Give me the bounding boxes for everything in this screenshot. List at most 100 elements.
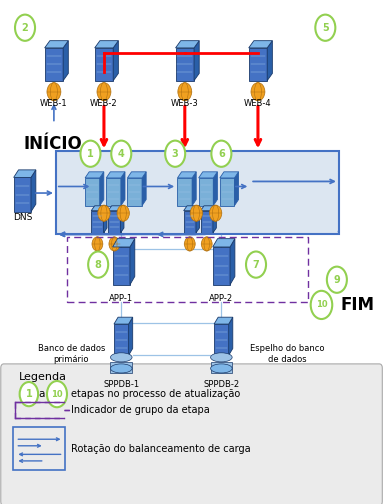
Circle shape xyxy=(109,237,120,251)
Polygon shape xyxy=(106,172,125,178)
Text: APP-2: APP-2 xyxy=(209,294,233,303)
Polygon shape xyxy=(100,172,104,206)
Circle shape xyxy=(80,141,100,167)
Polygon shape xyxy=(108,206,124,211)
Circle shape xyxy=(117,205,129,221)
Text: WEB-2: WEB-2 xyxy=(90,99,118,108)
Text: 2: 2 xyxy=(22,23,28,33)
Polygon shape xyxy=(220,178,234,206)
Circle shape xyxy=(201,237,212,251)
Circle shape xyxy=(111,141,131,167)
Polygon shape xyxy=(196,206,199,233)
Circle shape xyxy=(190,205,203,221)
Polygon shape xyxy=(31,170,36,212)
Polygon shape xyxy=(177,178,192,206)
Polygon shape xyxy=(63,41,68,81)
Circle shape xyxy=(15,15,35,41)
Ellipse shape xyxy=(211,364,232,373)
Polygon shape xyxy=(14,170,36,177)
Text: a: a xyxy=(38,389,45,399)
Polygon shape xyxy=(199,178,213,206)
Circle shape xyxy=(20,382,38,406)
Polygon shape xyxy=(213,239,235,247)
Polygon shape xyxy=(199,172,218,178)
Text: INÍCIO: INÍCIO xyxy=(23,135,82,153)
Polygon shape xyxy=(108,211,121,233)
Circle shape xyxy=(209,205,222,221)
Polygon shape xyxy=(220,172,239,178)
Text: 3: 3 xyxy=(172,149,179,159)
Polygon shape xyxy=(201,211,213,233)
Text: Legenda: Legenda xyxy=(19,372,67,382)
Polygon shape xyxy=(249,41,272,48)
Circle shape xyxy=(246,251,266,278)
Polygon shape xyxy=(176,48,194,81)
Polygon shape xyxy=(229,317,233,355)
Polygon shape xyxy=(112,247,130,285)
Text: Rotação do balanceamento de carga: Rotação do balanceamento de carga xyxy=(71,444,251,454)
Circle shape xyxy=(97,83,111,101)
Text: 1: 1 xyxy=(25,389,32,399)
Polygon shape xyxy=(194,41,199,81)
Text: DNS: DNS xyxy=(13,213,32,222)
Circle shape xyxy=(88,251,108,278)
Circle shape xyxy=(92,237,103,251)
Circle shape xyxy=(98,205,110,221)
Polygon shape xyxy=(230,239,235,285)
Text: 10: 10 xyxy=(51,390,63,399)
FancyBboxPatch shape xyxy=(56,151,339,234)
Polygon shape xyxy=(112,239,135,247)
Polygon shape xyxy=(104,206,107,233)
Text: 5: 5 xyxy=(322,23,329,33)
Polygon shape xyxy=(192,172,196,206)
Polygon shape xyxy=(213,172,218,206)
Ellipse shape xyxy=(110,353,132,362)
Polygon shape xyxy=(201,206,216,211)
Text: SPPDB-2: SPPDB-2 xyxy=(203,380,239,389)
Circle shape xyxy=(47,83,61,101)
Text: Indicador de grupo da etapa: Indicador de grupo da etapa xyxy=(71,405,210,415)
Circle shape xyxy=(47,381,67,407)
Polygon shape xyxy=(95,41,118,48)
Text: WEB-3: WEB-3 xyxy=(171,99,199,108)
Polygon shape xyxy=(127,178,142,206)
Polygon shape xyxy=(91,206,107,211)
Polygon shape xyxy=(129,317,133,355)
Text: Banco de dados
primário: Banco de dados primário xyxy=(37,344,105,364)
Text: 7: 7 xyxy=(253,260,259,270)
Polygon shape xyxy=(184,206,199,211)
Polygon shape xyxy=(114,317,133,324)
Polygon shape xyxy=(127,172,146,178)
Text: 9: 9 xyxy=(333,275,340,285)
Polygon shape xyxy=(130,239,135,285)
Circle shape xyxy=(165,141,185,167)
Circle shape xyxy=(251,83,265,101)
Ellipse shape xyxy=(110,364,132,373)
Text: WEB-1: WEB-1 xyxy=(40,99,68,108)
Polygon shape xyxy=(85,178,100,206)
Polygon shape xyxy=(121,172,125,206)
Polygon shape xyxy=(113,41,118,81)
Text: APP-1: APP-1 xyxy=(109,294,133,303)
Polygon shape xyxy=(14,177,31,212)
Polygon shape xyxy=(45,48,63,81)
Polygon shape xyxy=(45,41,68,48)
Circle shape xyxy=(327,267,347,293)
Polygon shape xyxy=(177,172,196,178)
Polygon shape xyxy=(95,48,113,81)
Polygon shape xyxy=(213,247,230,285)
Polygon shape xyxy=(121,206,124,233)
Ellipse shape xyxy=(211,353,232,362)
Circle shape xyxy=(184,237,195,251)
Polygon shape xyxy=(142,172,146,206)
Text: 1: 1 xyxy=(87,149,94,159)
Polygon shape xyxy=(85,172,104,178)
Polygon shape xyxy=(249,48,267,81)
Polygon shape xyxy=(267,41,272,81)
Text: WEB-4: WEB-4 xyxy=(244,99,272,108)
Polygon shape xyxy=(214,317,233,324)
Polygon shape xyxy=(184,211,196,233)
Polygon shape xyxy=(91,211,104,233)
Polygon shape xyxy=(214,324,229,355)
Text: etapas no processo de atualização: etapas no processo de atualização xyxy=(71,389,241,399)
